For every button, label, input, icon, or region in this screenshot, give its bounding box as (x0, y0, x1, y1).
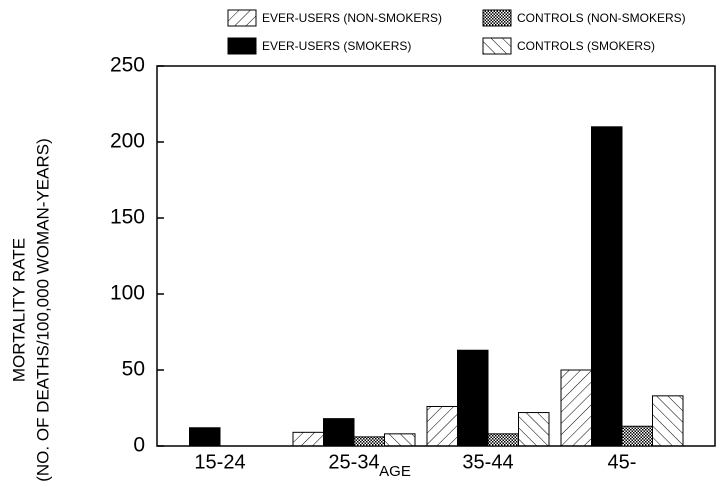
legend-swatch (227, 9, 257, 27)
bar (652, 395, 684, 447)
y-tick-label: 50 (122, 358, 145, 381)
bar (323, 418, 355, 447)
x-tick-label: 45- (608, 451, 637, 473)
legend-label: EVER-USERS (SMOKERS) (262, 39, 411, 53)
x-tick-label: 25-34 (328, 451, 379, 473)
bar (292, 431, 324, 447)
bar (591, 126, 623, 447)
legend-swatch (482, 9, 512, 27)
bar (426, 405, 458, 447)
legend-label: EVER-USERS (NON-SMOKERS) (262, 11, 442, 25)
legend-swatch (482, 37, 512, 55)
y-axis-label: MORTALITY RATE (9, 238, 28, 382)
legend-label: CONTROLS (SMOKERS) (517, 39, 655, 53)
bar (457, 349, 489, 447)
bar (353, 436, 385, 447)
x-tick-label: 15-24 (194, 451, 245, 473)
y-tick-label: 200 (110, 130, 145, 153)
x-axis-label: AGE (379, 463, 411, 480)
legend-swatch (227, 37, 257, 55)
x-tick-label: 35-44 (462, 451, 513, 473)
y-tick-label: 150 (110, 206, 145, 229)
bar (384, 433, 416, 447)
bar (621, 425, 653, 447)
legend-label: CONTROLS (NON-SMOKERS) (517, 11, 686, 25)
y-tick-label: 250 (110, 54, 145, 77)
y-axis-label: (NO. OF DEATHS/100,000 WOMAN-YEARS) (33, 138, 52, 482)
bar (487, 433, 519, 447)
bar (189, 427, 221, 447)
bar (518, 412, 550, 447)
y-tick-label: 100 (110, 282, 145, 305)
y-tick-label: 0 (133, 434, 145, 457)
bar (560, 369, 592, 447)
plot-frame (156, 65, 716, 447)
